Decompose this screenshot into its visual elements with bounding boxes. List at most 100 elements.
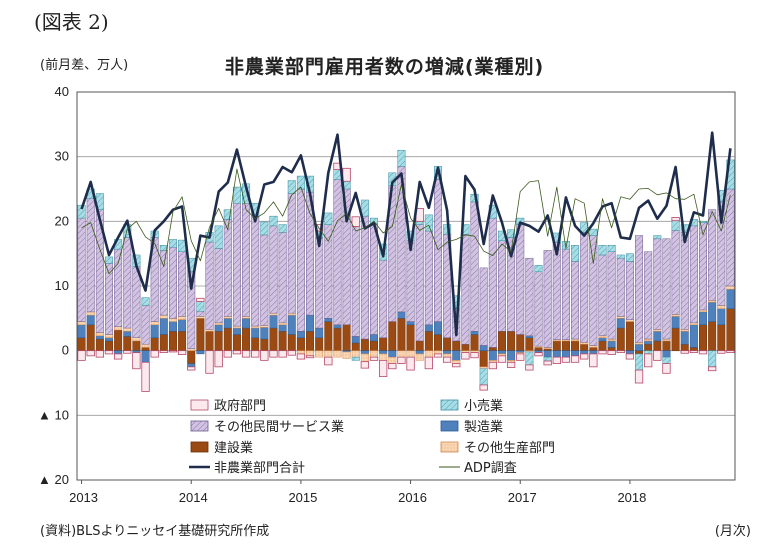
legend-item-other_production: その他生産部門: [440, 440, 555, 456]
bar-manufacturing: [470, 331, 479, 335]
chart-title: 非農業部門雇用者数の増減(業種別): [224, 56, 545, 78]
bar-manufacturing: [452, 350, 461, 361]
bar-manufacturing: [388, 350, 397, 358]
bar-construction: [379, 337, 388, 351]
bar-government: [205, 350, 214, 374]
bar-manufacturing: [95, 335, 104, 340]
bar-government: [141, 361, 150, 392]
bar-other_services: [580, 232, 589, 343]
bar-other_production: [214, 322, 223, 326]
bar-construction: [242, 327, 251, 351]
bar-manufacturing: [296, 331, 305, 338]
bar-retail: [287, 180, 296, 194]
x-tick-label: 2013: [69, 490, 98, 505]
bar-manufacturing: [433, 321, 442, 335]
bar-manufacturing: [479, 345, 488, 351]
bar-other_services: [251, 215, 260, 327]
bar-other_production: [415, 353, 424, 361]
bar-manufacturing: [726, 288, 735, 309]
bar-manufacturing: [150, 324, 159, 338]
bar-other_services: [488, 217, 497, 348]
bar-other_production: [351, 350, 360, 358]
bar-construction: [616, 327, 625, 351]
bar-retail: [598, 245, 607, 256]
bar-other_production: [159, 314, 168, 319]
bar-manufacturing: [324, 318, 333, 322]
bar-other_production: [598, 335, 607, 338]
bar-retail: [141, 297, 150, 306]
bar-manufacturing: [123, 331, 132, 337]
bar-retail: [534, 265, 543, 273]
bar-other_services: [196, 310, 205, 317]
bar-construction: [187, 350, 196, 364]
source-note: (資料)BLSよりニッセイ基礎研究所作成: [40, 524, 270, 539]
bar-government: [77, 350, 86, 361]
bar-retail: [424, 214, 433, 232]
y-tick-label: 10: [55, 278, 69, 293]
bar-government: [534, 352, 543, 357]
bar-other_production: [141, 343, 150, 348]
legend-swatch: [440, 420, 459, 432]
bar-retail: [699, 221, 708, 223]
bar-manufacturing: [443, 350, 452, 355]
bar-other_services: [598, 254, 607, 337]
x-tick-label: 2014: [179, 490, 208, 505]
bar-manufacturing: [589, 350, 598, 355]
bar-government: [150, 350, 159, 358]
bar-construction: [306, 331, 315, 351]
bar-retail: [653, 235, 662, 240]
bar-construction: [552, 340, 561, 351]
y-tick-label: ▲ 20: [38, 472, 69, 487]
bar-construction: [333, 327, 342, 351]
bar-government: [580, 353, 589, 360]
bar-manufacturing: [77, 324, 86, 338]
legend-label: その他生産部門: [464, 440, 555, 456]
bar-manufacturing: [178, 319, 187, 332]
bar-other_production: [150, 321, 159, 326]
legend-swatch: [440, 441, 459, 453]
bar-other_production: [287, 312, 296, 316]
bar-retail: [561, 241, 570, 250]
legend-label: 小売業: [464, 398, 503, 414]
bar-construction: [232, 334, 241, 351]
bar-other_services: [543, 250, 552, 348]
bar-government: [589, 353, 598, 368]
bar-government: [104, 350, 114, 355]
bar-manufacturing: [689, 324, 698, 348]
bar-other_services: [607, 251, 616, 340]
bar-manufacturing: [223, 318, 232, 329]
line-layer: [80, 131, 732, 337]
bar-government: [351, 216, 360, 227]
bar-government: [177, 350, 187, 355]
x-tick-label: 2015: [288, 490, 317, 505]
legend-swatch: [440, 399, 459, 411]
bar-manufacturing: [196, 350, 205, 355]
bar-other_services: [315, 237, 324, 329]
bar-other_production: [269, 312, 278, 316]
bar-construction: [571, 340, 580, 351]
bar-government: [662, 363, 671, 374]
bar-manufacturing: [607, 340, 616, 348]
bar-manufacturing: [379, 350, 388, 355]
bar-layer: [77, 149, 735, 392]
bar-construction: [561, 340, 570, 351]
legend-label: 建設業: [214, 440, 253, 456]
legend-item-adp: ADP調査: [439, 461, 517, 476]
bar-other_production: [379, 353, 388, 361]
bar-government: [260, 350, 269, 361]
bar-other_production: [644, 338, 653, 342]
bar-other_services: [132, 266, 141, 338]
bar-manufacturing: [680, 331, 689, 345]
bar-government: [360, 361, 370, 369]
bar-government: [717, 350, 726, 354]
bar-construction: [653, 340, 662, 351]
bar-other_production: [333, 350, 342, 358]
bar-other_services: [260, 234, 269, 326]
bar-other_services: [269, 225, 278, 314]
bar-other_production: [571, 338, 580, 342]
x-tick-label: 2017: [508, 490, 537, 505]
bar-manufacturing: [561, 350, 570, 358]
bar-other_production: [95, 332, 104, 337]
bar-construction: [132, 340, 141, 351]
